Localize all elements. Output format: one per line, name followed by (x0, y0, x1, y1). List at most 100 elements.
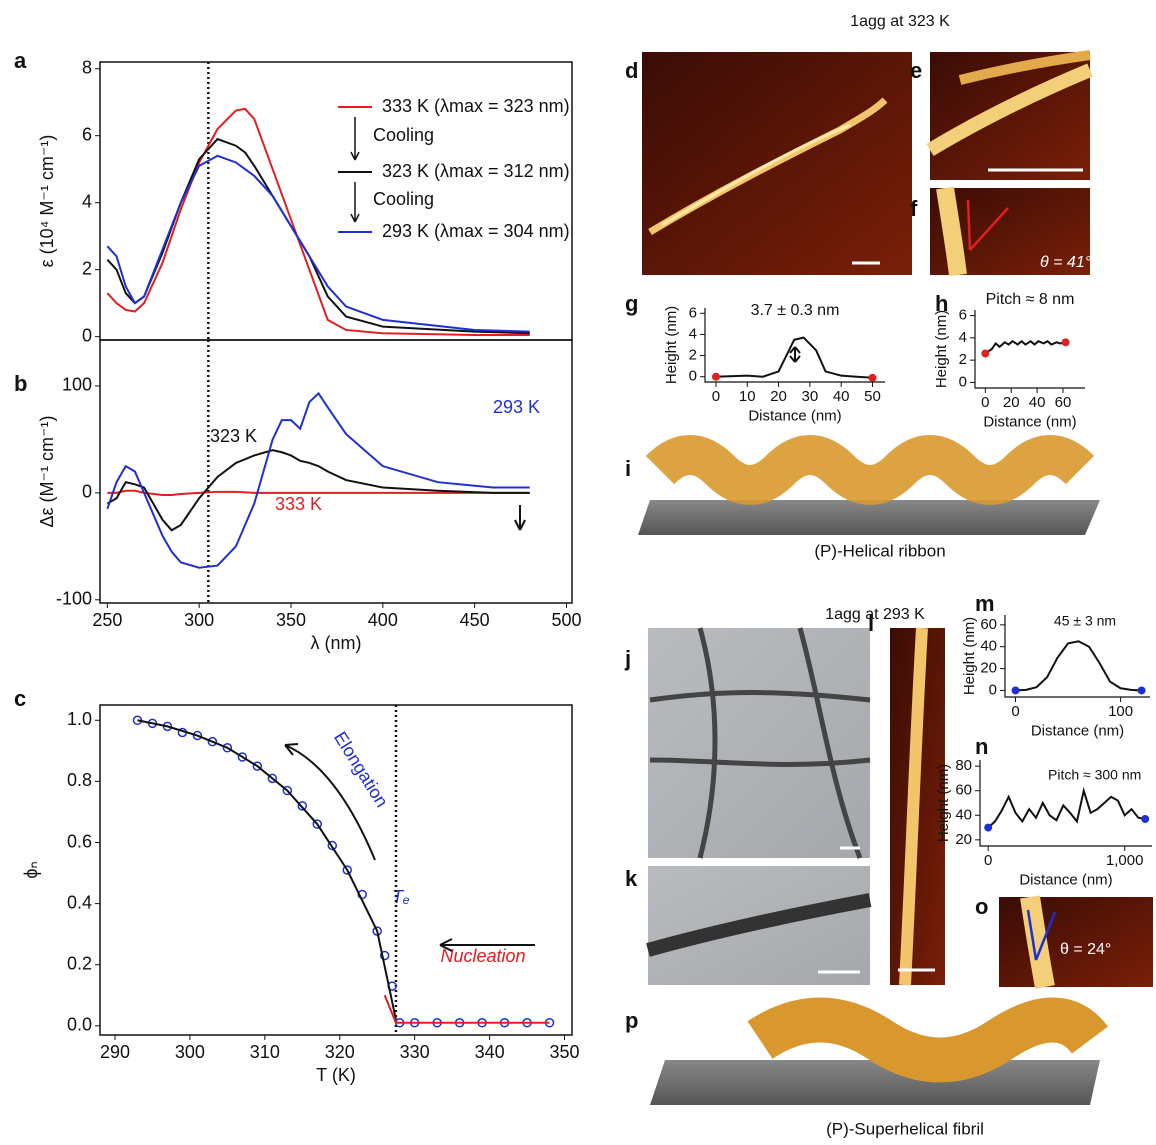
legend-arrow (351, 182, 359, 222)
y-tick-label: 6 (82, 124, 92, 144)
y-tick-label: 0.6 (67, 831, 92, 851)
panel-label: j (624, 646, 631, 671)
x-tick-label: 300 (184, 610, 214, 630)
x-tick-label: 40 (1029, 394, 1046, 411)
y-tick-label: 4 (82, 191, 92, 211)
x-axis-label: Distance (nm) (1019, 871, 1112, 888)
y-axis-label: ϕₙ (21, 861, 41, 878)
angle-label: θ = 41° (1040, 254, 1092, 271)
endpoint (712, 373, 720, 381)
endpoint (868, 374, 876, 382)
x-tick-label: 290 (100, 1042, 130, 1062)
data-line (988, 791, 1145, 828)
panel-label: a (14, 48, 27, 73)
x-tick-label: 100 (1108, 703, 1133, 720)
annotation: Cooling (373, 125, 434, 145)
y-tick-label: 1.0 (67, 709, 92, 729)
legend-label: 323 K (λmax = 312 nm) (382, 161, 570, 181)
y-tick-label: 2 (82, 258, 92, 278)
panel-label: f (910, 196, 918, 221)
legend-arrow (351, 117, 359, 160)
y-tick-label: 60 (955, 782, 972, 799)
header: 1agg at 293 K (825, 606, 925, 623)
y-tick-label: 0.2 (67, 953, 92, 973)
afm-image-d (642, 52, 912, 275)
y-axis-label: Height (nm) (933, 310, 950, 388)
x-tick-label: 310 (250, 1042, 280, 1062)
y-tick-label: -100 (56, 589, 92, 609)
x-tick-label: 20 (1003, 394, 1020, 411)
data-line (1016, 641, 1142, 690)
x-tick-label: 20 (770, 388, 787, 405)
annotation: Pitch ≈ 300 nm (1048, 767, 1141, 783)
y-axis-label: Height (nm) (663, 306, 680, 384)
tem-image-j (648, 628, 870, 858)
x-tick-label: 300 (175, 1042, 205, 1062)
x-tick-label: 350 (549, 1042, 579, 1062)
annotation: Cooling (373, 189, 434, 209)
y-tick-label: 60 (980, 616, 997, 633)
data-line (107, 156, 529, 332)
legend-label: 293 K (λmax = 304 nm) (382, 221, 570, 241)
y-tick-label: 2 (689, 347, 697, 364)
x-axis-label: Distance (nm) (983, 413, 1076, 430)
y-axis-label: Height (nm) (961, 617, 978, 695)
annotation: 3.7 ± 0.3 nm (751, 302, 840, 319)
x-tick-label: 0 (981, 394, 989, 411)
tem-image-k (648, 866, 870, 985)
x-tick-label: 320 (325, 1042, 355, 1062)
x-axis-label: T (K) (316, 1065, 356, 1085)
figure: 1agg at 323 K 1agg at 293 K (P)-Helical … (0, 0, 1156, 1140)
y-tick-label: 2 (959, 351, 967, 368)
x-axis-label: Distance (nm) (1031, 722, 1124, 739)
y-tick-label: 0.8 (67, 770, 92, 790)
x-tick-label: 1,000 (1106, 852, 1144, 869)
y-tick-label: 6 (689, 304, 697, 321)
y-tick-label: 0.4 (67, 892, 92, 912)
y-tick-label: 100 (62, 375, 92, 395)
y-tick-label: 40 (955, 806, 972, 823)
panel-label: k (625, 866, 638, 891)
y-tick-label: 4 (959, 329, 967, 346)
panel-label: e (910, 58, 922, 83)
y-tick-label: 20 (980, 660, 997, 677)
endpoint (1141, 815, 1149, 823)
annotation: Nucleation (440, 946, 525, 966)
y-tick-label: 0 (82, 325, 92, 345)
panel-label: c (14, 686, 26, 711)
y-tick-label: 0 (689, 368, 697, 385)
panel-label: m (975, 591, 995, 616)
y-axis-label: Height (nm) (935, 764, 952, 842)
x-tick-label: 10 (739, 388, 756, 405)
angle-label: θ = 24° (1060, 941, 1111, 958)
chart: 2903003103203303403500.00.20.40.60.81.0T… (21, 705, 580, 1085)
endpoint (981, 349, 989, 357)
y-tick-label: 40 (980, 638, 997, 655)
annotation: 333 K (275, 494, 322, 514)
x-tick-label: 400 (368, 610, 398, 630)
y-tick-label: 0 (82, 482, 92, 502)
x-tick-label: 350 (276, 610, 306, 630)
panel-label: l (868, 611, 874, 636)
data-line (985, 341, 1065, 353)
x-tick-label: 0 (984, 852, 992, 869)
legend-label: 333 K (λmax = 323 nm) (382, 96, 570, 116)
x-tick-label: 60 (1055, 394, 1072, 411)
panel-label: d (625, 58, 638, 83)
x-tick-label: 30 (802, 388, 819, 405)
caption: (P)-Superhelical fibril (826, 1119, 984, 1138)
afm-image-e (930, 52, 1090, 180)
y-tick-label: 6 (959, 307, 967, 324)
x-axis-label: λ (nm) (311, 633, 362, 653)
y-tick-label: 20 (955, 831, 972, 848)
panel-label: b (14, 371, 27, 396)
endpoint (984, 824, 992, 832)
y-tick-label: 80 (955, 757, 972, 774)
annotation: Pitch ≈ 8 nm (986, 291, 1075, 308)
y-tick-label: 0 (959, 373, 967, 390)
annotation: Elongation (330, 728, 392, 811)
x-tick-label: 250 (92, 610, 122, 630)
endpoint (1012, 686, 1020, 694)
panel-label: n (975, 734, 988, 759)
